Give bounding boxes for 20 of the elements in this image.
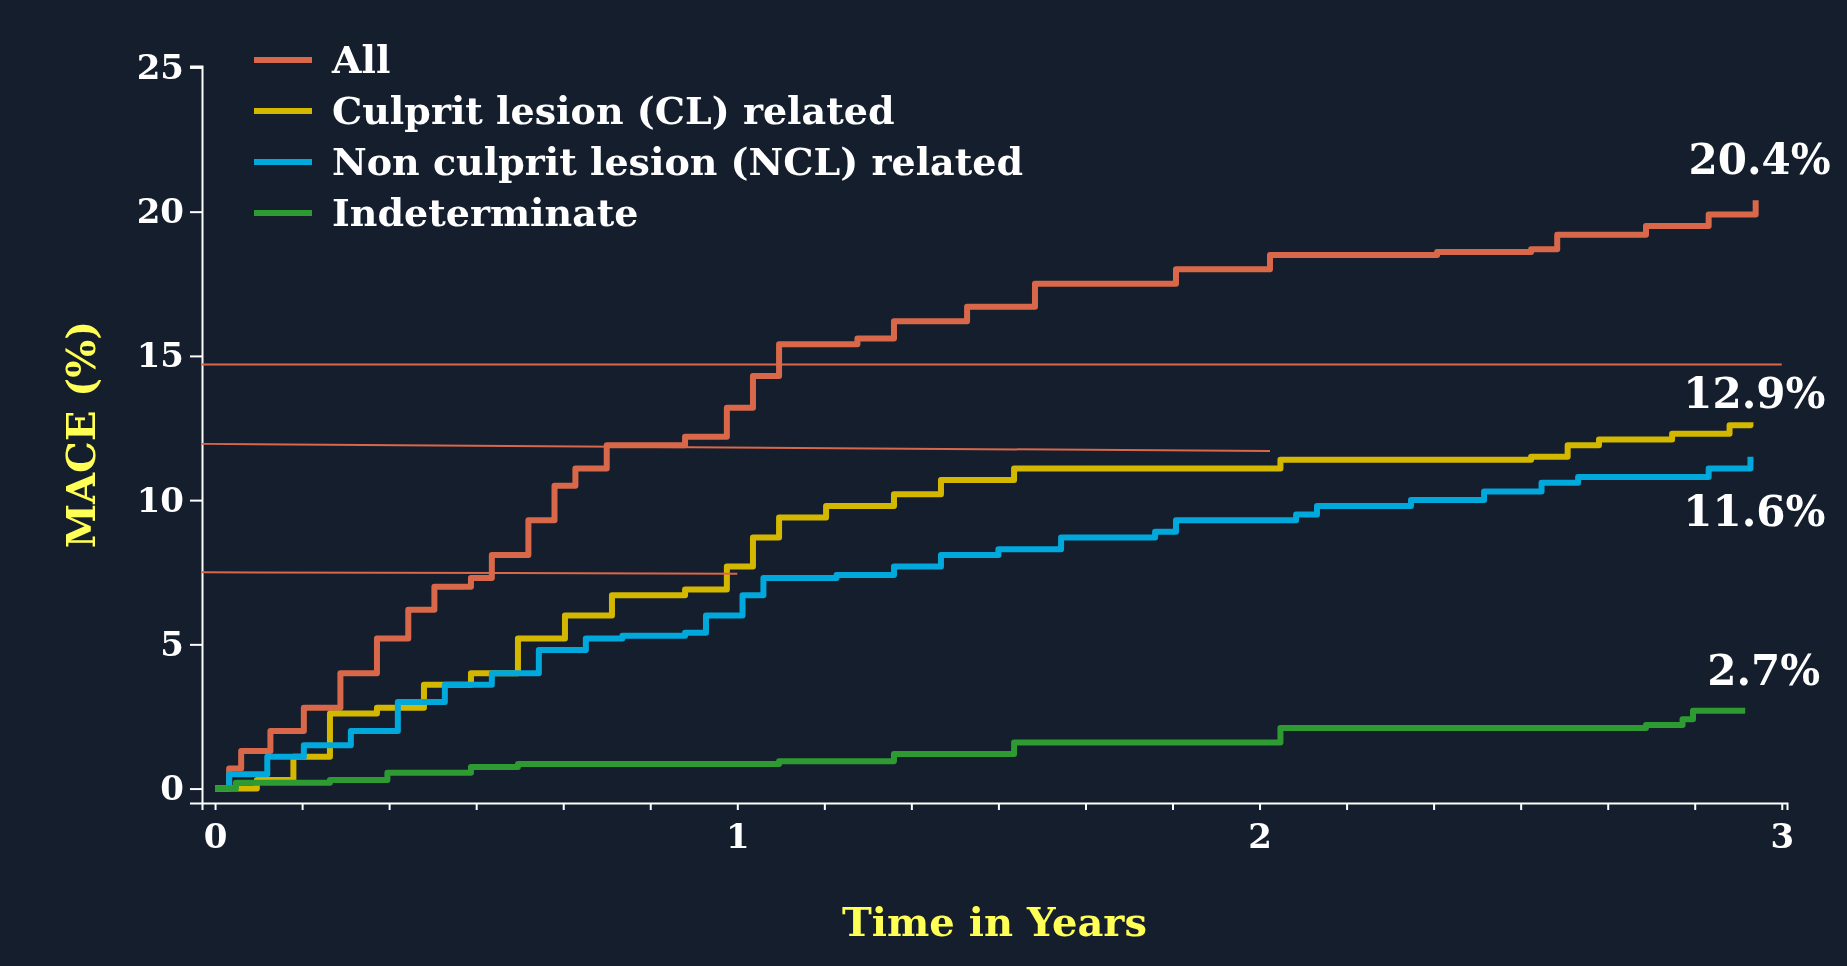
- y-tick-label: 25: [136, 46, 184, 87]
- x-tick-label: 2: [1248, 816, 1272, 857]
- x-tick-label: 0: [203, 816, 228, 857]
- annotation: 12.9%: [1683, 369, 1826, 419]
- annotation: 2.7%: [1707, 645, 1821, 695]
- annotation: 11.6%: [1683, 486, 1826, 536]
- y-tick-label: 10: [136, 479, 184, 520]
- annotation: 20.4%: [1688, 135, 1831, 185]
- y-tick-label: 5: [160, 623, 184, 664]
- x-tick-label: 1: [725, 816, 750, 857]
- legend-label: Culprit lesion (CL) related: [332, 88, 895, 134]
- y-tick-label: 0: [160, 767, 184, 808]
- x-tick-label: 3: [1770, 816, 1795, 857]
- y-tick-label: 20: [136, 191, 184, 232]
- x-axis-title: Time in Years: [842, 898, 1147, 945]
- legend-label: Indeterminate: [332, 190, 639, 236]
- legend-label: All: [331, 37, 391, 83]
- legend-label: Non culprit lesion (NCL) related: [332, 139, 1024, 185]
- y-axis-title: MACE (%): [57, 320, 104, 549]
- y-tick-label: 15: [136, 335, 184, 376]
